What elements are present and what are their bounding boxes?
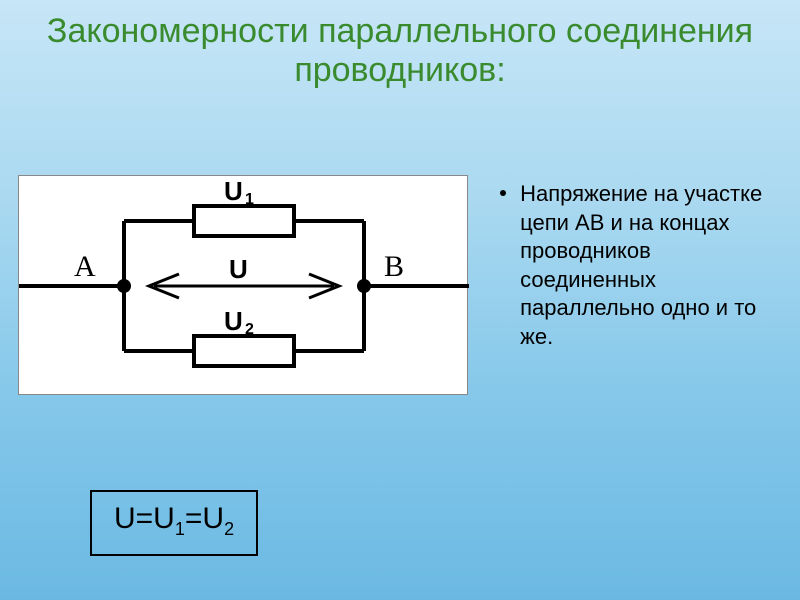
page-title: Закономерности параллельного соединения …: [0, 0, 800, 90]
circuit-svg: A B U 1 U U 2: [19, 176, 469, 396]
title-text: Закономерности параллельного соединения …: [47, 12, 753, 89]
u2-label: U: [224, 306, 243, 336]
node-a-label: A: [74, 250, 96, 283]
circuit-diagram: A B U 1 U U 2: [18, 175, 468, 395]
u1-label: U: [224, 176, 243, 206]
bullet-text: Напряжение на участке цепи АВ и на конца…: [520, 180, 770, 352]
node-a: [117, 279, 131, 293]
bullet-block: Напряжение на участке цепи АВ и на конца…: [500, 180, 780, 352]
node-b-label: B: [384, 250, 404, 283]
formula-box: U=U1=U2: [90, 490, 258, 556]
u1-sub: 1: [245, 191, 254, 208]
u2-sub: 2: [245, 321, 254, 338]
formula-text: U=U1=U2: [114, 502, 234, 535]
u-center-label: U: [229, 254, 248, 284]
resistor-top: [194, 206, 294, 236]
bullet-dot-icon: [500, 190, 506, 196]
resistor-bottom: [194, 336, 294, 366]
node-b: [357, 279, 371, 293]
